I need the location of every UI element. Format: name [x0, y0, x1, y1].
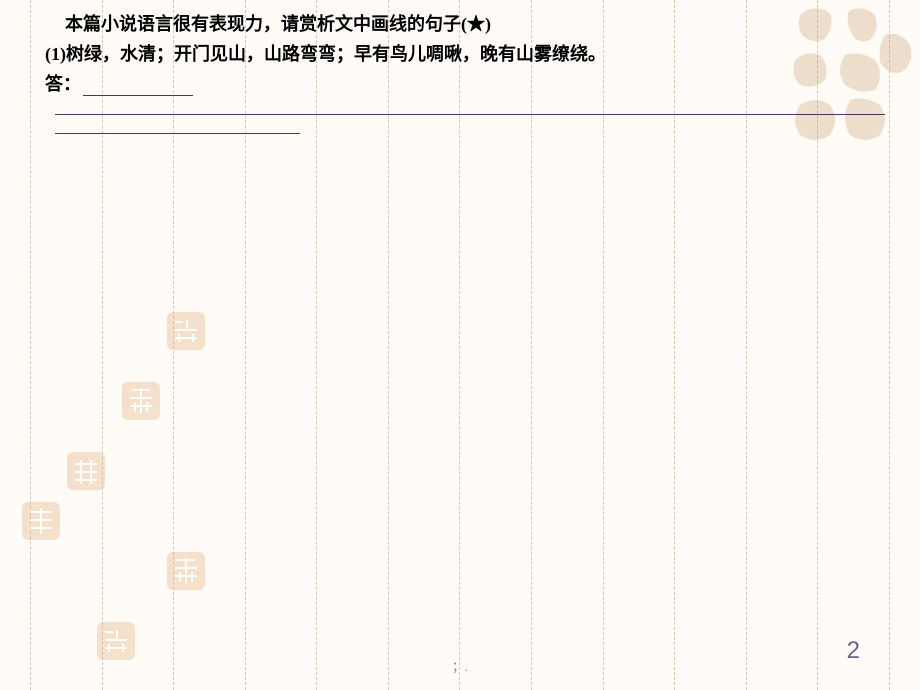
decorative-seal-5 [165, 550, 207, 592]
answer-blank-long [55, 114, 885, 115]
decorative-seal-3 [65, 450, 107, 492]
answer-row: 答： [45, 70, 875, 96]
question-sentence: (1)树绿，水清；开门见山，山路弯弯；早有鸟儿啁啾，晚有山雾缭绕。 [45, 40, 875, 66]
decorative-seal-1 [165, 310, 207, 352]
page-number: 2 [847, 637, 860, 665]
answer-blank-short [83, 95, 193, 96]
decorative-seal-2 [120, 380, 162, 422]
footer-text: ；. [0, 656, 920, 675]
answer-label: 答： [45, 70, 81, 96]
answer-blank-medium [55, 133, 300, 134]
question-prompt: 本篇小说语言很有表现力，请赏析文中画线的句子(★) [45, 10, 875, 36]
decorative-seal-4 [20, 500, 62, 542]
document-content: 本篇小说语言很有表现力，请赏析文中画线的句子(★) (1)树绿，水清；开门见山，… [0, 0, 920, 144]
